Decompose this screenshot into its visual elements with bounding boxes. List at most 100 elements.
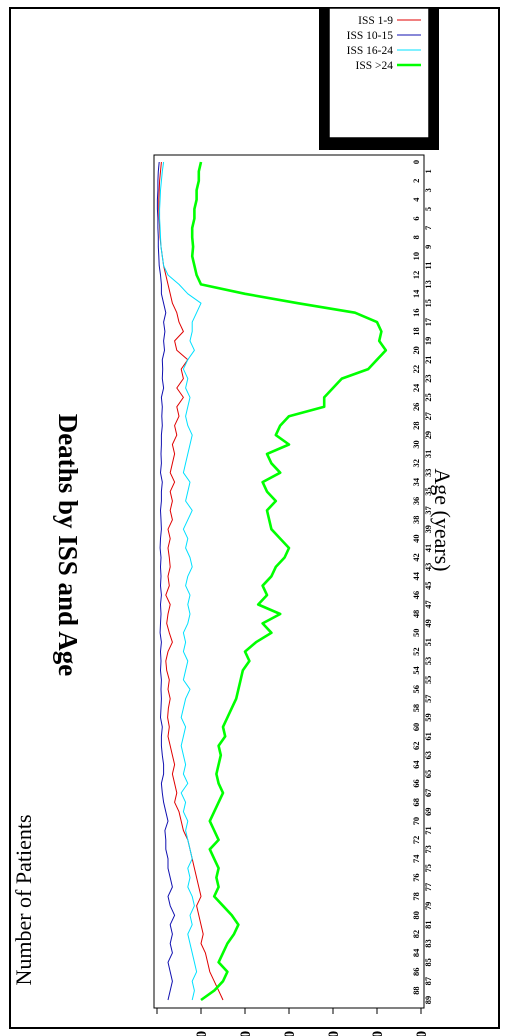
- x-tick-label: 28: [412, 421, 421, 429]
- x-tick-label: 18: [412, 327, 421, 335]
- x-axis: 0246810121416182022242628303234363840424…: [412, 160, 433, 1004]
- x-tick-label: 55: [424, 676, 433, 684]
- x-tick-label: 44: [412, 571, 421, 580]
- x-tick-label: 22: [412, 365, 421, 373]
- x-tick-label: 63: [424, 751, 433, 759]
- x-tick-label: 51: [424, 638, 433, 646]
- x-tick-label: 2: [412, 179, 421, 183]
- y-tick-label: 200: [238, 1031, 254, 1036]
- legend: ISS 1-9 ISS 10-15 ISS 16-24 ISS >24: [347, 15, 421, 72]
- x-tick-label: 88: [412, 986, 421, 994]
- x-tick-label: 79: [424, 902, 433, 910]
- x-tick-label: 73: [424, 845, 433, 853]
- legend-label: ISS >24: [356, 60, 394, 72]
- outer-frame: [9, 7, 500, 1029]
- y-tick-label: 600: [414, 1031, 430, 1036]
- x-tick-label: 58: [412, 704, 421, 712]
- x-tick-label: 57: [424, 695, 433, 703]
- x-tick-label: 50: [412, 629, 421, 637]
- x-tick-label: 74: [412, 854, 421, 863]
- x-tick-label: 75: [424, 864, 433, 872]
- x-tick-label: 3: [424, 188, 433, 192]
- x-tick-label: 48: [412, 610, 421, 618]
- x-tick-label: 38: [412, 516, 421, 524]
- x-tick-label: 62: [412, 742, 421, 750]
- x-tick-label: 8: [412, 235, 421, 239]
- x-tick-label: 14: [412, 289, 421, 298]
- x-tick-label: 32: [412, 459, 421, 467]
- x-tick-label: 72: [412, 836, 421, 844]
- y-tick-label: 300: [282, 1031, 298, 1036]
- x-tick-label: 86: [412, 968, 421, 976]
- x-tick-label: 83: [424, 939, 433, 947]
- x-tick-label: 39: [424, 525, 433, 533]
- x-tick-label: 54: [412, 665, 421, 674]
- series-group: [156, 161, 388, 1002]
- y-tick-label: 500: [370, 1031, 386, 1036]
- x-tick-label: 25: [424, 393, 433, 401]
- x-tick-label: 67: [424, 789, 433, 797]
- x-tick-label: 66: [412, 779, 421, 787]
- x-tick-label: 84: [412, 948, 421, 957]
- chart-title: Deaths by ISS and Age: [53, 414, 83, 677]
- x-tick-label: 65: [424, 770, 433, 778]
- x-tick-label: 41: [424, 544, 433, 552]
- x-tick-label: 17: [424, 318, 433, 326]
- y-tick-label: 400: [326, 1031, 342, 1036]
- x-tick-label: 9: [424, 245, 433, 249]
- x-tick-label: 4: [412, 197, 421, 202]
- x-tick-label: 29: [424, 431, 433, 439]
- x-tick-label: 15: [424, 299, 433, 307]
- series-line-1: [156, 161, 176, 1001]
- x-tick-label: 89: [424, 996, 433, 1004]
- x-tick-label: 19: [424, 337, 433, 345]
- legend-label: ISS 10-15: [347, 30, 394, 42]
- x-tick-label: 26: [412, 403, 421, 411]
- x-tick-label: 60: [412, 723, 421, 731]
- x-tick-label: 70: [412, 817, 421, 825]
- series-line-3: [190, 161, 388, 1002]
- legend-label: ISS 16-24: [347, 45, 394, 57]
- x-tick-label: 40: [412, 534, 421, 542]
- x-tick-label: 6: [412, 216, 421, 220]
- x-tick-label: 76: [412, 873, 421, 881]
- x-tick-label: 10: [412, 252, 421, 260]
- x-tick-label: 20: [412, 346, 421, 354]
- x-tick-label: 80: [412, 911, 421, 919]
- x-tick-label: 52: [412, 647, 421, 655]
- x-tick-label: 21: [424, 356, 433, 364]
- x-tick-label: 85: [424, 958, 433, 966]
- x-tick-label: 7: [424, 226, 433, 230]
- series-line-0: [158, 161, 224, 1001]
- y-axis-title: Number of Patients: [11, 814, 36, 985]
- x-tick-label: 13: [424, 280, 433, 288]
- x-tick-label: 12: [412, 271, 421, 279]
- x-tick-label: 1: [424, 169, 433, 173]
- x-tick-label: 0: [412, 160, 421, 164]
- x-tick-label: 34: [412, 477, 421, 486]
- x-tick-label: 24: [412, 383, 421, 392]
- x-tick-label: 5: [424, 207, 433, 211]
- x-tick-label: 36: [412, 497, 421, 505]
- series-line-2: [159, 161, 202, 1001]
- x-tick-label: 35: [424, 487, 433, 495]
- x-tick-label: 82: [412, 930, 421, 938]
- plot-area: [153, 154, 425, 1009]
- x-tick-label: 46: [412, 591, 421, 599]
- x-tick-label: 16: [412, 308, 421, 316]
- x-tick-label: 53: [424, 657, 433, 665]
- x-tick-label: 33: [424, 469, 433, 477]
- x-tick-label: 37: [424, 506, 433, 514]
- x-tick-label: 87: [424, 977, 433, 985]
- x-tick-label: 78: [412, 892, 421, 900]
- x-tick-label: 56: [412, 685, 421, 693]
- x-tick-label: 64: [412, 760, 421, 769]
- x-tick-label: 30: [412, 440, 421, 448]
- x-tick-label: 59: [424, 713, 433, 721]
- x-tick-label: 42: [412, 553, 421, 561]
- x-tick-label: 49: [424, 619, 433, 627]
- x-tick-label: 81: [424, 920, 433, 928]
- x-tick-label: 61: [424, 732, 433, 740]
- x-tick-label: 68: [412, 798, 421, 806]
